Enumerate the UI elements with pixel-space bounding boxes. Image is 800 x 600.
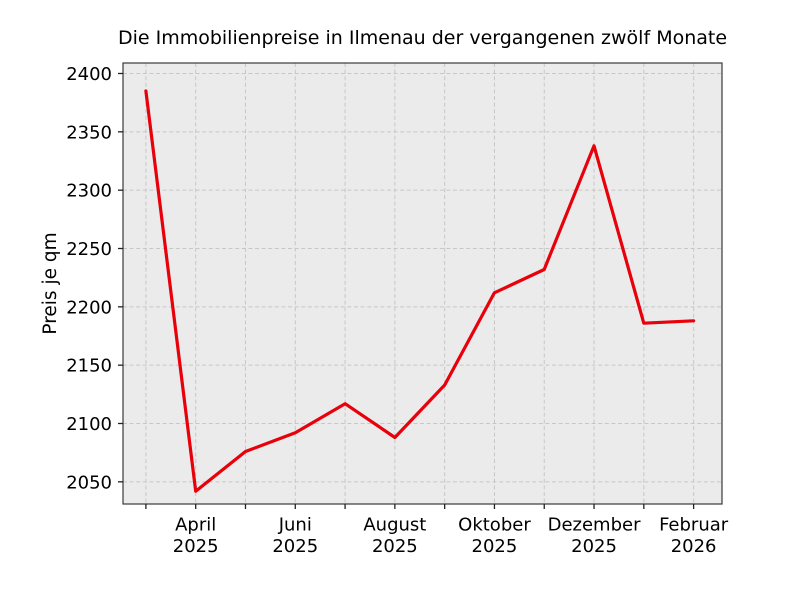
x-tick-label-month: Juni xyxy=(278,515,312,536)
plot-area-background xyxy=(123,63,722,504)
x-tick-label-month: Oktober xyxy=(458,515,531,536)
y-axis-tick-labels: 2050 2100 2150 2200 2250 2300 2350 2400 xyxy=(66,64,112,493)
axis-tick-marks xyxy=(118,72,695,509)
y-tick-label: 2150 xyxy=(66,356,112,377)
x-tick-label-year: 2025 xyxy=(472,536,518,557)
x-tick-label-month: Februar xyxy=(659,515,729,536)
gridlines xyxy=(123,63,722,504)
x-tick-label-month: August xyxy=(363,515,426,536)
price-line-series xyxy=(144,89,696,493)
x-tick-label-year: 2026 xyxy=(671,536,717,557)
y-axis-label: Preis je qm xyxy=(40,232,61,334)
y-tick-label: 2200 xyxy=(66,297,112,318)
x-tick-label-year: 2025 xyxy=(173,536,219,557)
x-tick-label-year: 2025 xyxy=(272,536,318,557)
plot-border xyxy=(122,62,723,505)
x-tick-label-year: 2025 xyxy=(571,536,617,557)
y-tick-label: 2050 xyxy=(66,472,112,493)
y-tick-label: 2400 xyxy=(66,64,112,85)
x-tick-label-year: 2025 xyxy=(372,536,418,557)
x-tick-label-month: April xyxy=(175,515,216,536)
y-tick-label: 2350 xyxy=(66,122,112,143)
y-tick-label: 2300 xyxy=(66,181,112,202)
y-tick-label: 2250 xyxy=(66,239,112,260)
x-axis-tick-labels: April2025Juni2025August2025Oktober2025De… xyxy=(173,515,729,558)
x-tick-label-month: Dezember xyxy=(548,515,641,536)
chart-title: Die Immobilienpreise in Ilmenau der verg… xyxy=(118,27,727,49)
y-tick-label: 2100 xyxy=(66,414,112,435)
